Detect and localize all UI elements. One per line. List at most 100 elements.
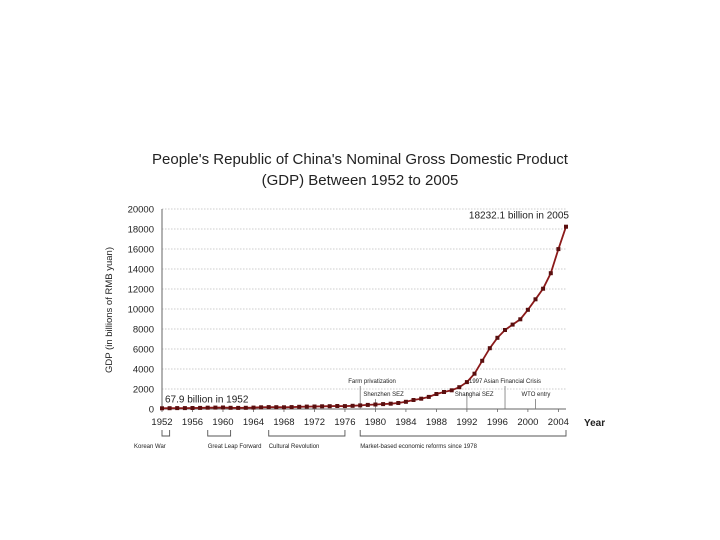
data-point <box>304 404 309 409</box>
data-point <box>236 405 241 410</box>
grid-lines <box>162 208 566 390</box>
data-point <box>213 405 218 410</box>
x-tick-label: 2004 <box>548 417 569 428</box>
y-axis-label: GDP (in billions of RMB yuan) <box>104 247 115 373</box>
data-point <box>297 404 302 409</box>
period-bracket <box>207 430 232 437</box>
annotation-start: 67.9 billion in 1952 <box>165 394 249 405</box>
y-tick-label: 6000 <box>133 345 154 356</box>
data-point <box>327 404 332 409</box>
event-label: 1997 Asian Financial Crisis <box>469 379 541 385</box>
event-label: WTO entry <box>522 392 551 398</box>
y-axis-ticks: 0 2000 4000 6000 8000 10000 12000 14000 16000 180… <box>128 205 154 416</box>
data-point <box>381 402 386 407</box>
data-point <box>411 398 416 402</box>
event-label: Shanghai SEZ <box>455 392 494 398</box>
y-tick-label: 0 <box>149 405 154 416</box>
data-point <box>221 405 225 410</box>
data-point <box>175 406 180 411</box>
data-point <box>282 405 286 410</box>
y-tick-label: 8000 <box>133 325 154 336</box>
data-point <box>388 401 393 406</box>
data-point <box>358 403 363 408</box>
data-point <box>335 404 340 408</box>
data-point <box>365 402 370 407</box>
series-layer <box>160 224 568 411</box>
data-point <box>190 406 195 410</box>
x-tick-label: 1996 <box>487 417 508 428</box>
data-point <box>342 404 347 409</box>
y-tick-label: 14000 <box>128 265 154 276</box>
data-point <box>266 405 271 410</box>
data-point <box>487 346 492 351</box>
data-point <box>495 335 500 340</box>
data-point <box>312 404 317 409</box>
data-point <box>167 406 172 411</box>
data-point <box>289 405 294 410</box>
period-label: Great Leap Forward <box>208 444 262 450</box>
chart-title-line-1: People's Republic of China's Nominal Gro… <box>152 151 568 168</box>
event-label: Shenzhen SEZ <box>363 392 404 398</box>
x-tick-label: 1972 <box>304 417 325 428</box>
data-point <box>396 401 401 405</box>
data-point <box>480 358 485 363</box>
y-tick-label: 2000 <box>133 385 154 396</box>
annotations: 67.9 billion in 1952 18232.1 billion in 2… <box>165 211 569 406</box>
data-point <box>434 392 439 396</box>
data-point <box>464 380 469 385</box>
period-bracket <box>359 430 567 437</box>
x-tick-label: 1980 <box>365 417 386 428</box>
data-point <box>259 405 264 410</box>
data-point <box>182 406 187 411</box>
data-point <box>442 390 446 394</box>
data-point <box>564 224 568 229</box>
data-point <box>251 405 256 410</box>
data-point <box>503 328 507 332</box>
x-tick-label: 1952 <box>151 417 172 428</box>
period-bracket <box>268 430 346 437</box>
y-tick-label: 12000 <box>128 285 154 296</box>
data-point <box>419 396 424 401</box>
data-point <box>403 399 408 404</box>
x-tick-label: 1992 <box>456 417 477 428</box>
data-point <box>426 394 431 399</box>
y-tick-label: 10000 <box>128 305 154 316</box>
annotation-end: 18232.1 billion in 2005 <box>469 211 570 222</box>
data-point <box>518 317 523 322</box>
event-label: Farm privatization <box>348 379 396 385</box>
data-point <box>274 405 279 410</box>
period-brackets: Korean War Great Leap Forward Cultural Rev… <box>134 430 567 450</box>
data-point <box>548 271 553 276</box>
data-point <box>320 404 325 409</box>
data-point <box>510 322 515 327</box>
x-tick-label: 2000 <box>517 417 538 428</box>
data-point <box>205 405 210 410</box>
data-point <box>541 286 546 291</box>
period-bracket <box>161 430 171 437</box>
data-point <box>373 402 378 407</box>
x-tick-label: 1960 <box>212 417 233 428</box>
chart-title-line-2: (GDP) Between 1952 to 2005 <box>261 172 459 189</box>
period-label: Market-based economic reforms since 1978 <box>360 444 477 450</box>
data-point <box>533 297 538 302</box>
x-tick-label: 1956 <box>182 417 203 428</box>
y-tick-label: 18000 <box>128 225 154 236</box>
data-point <box>160 406 164 411</box>
data-point <box>350 403 355 408</box>
data-point <box>525 307 530 312</box>
data-point <box>198 405 203 410</box>
data-point <box>449 388 454 393</box>
y-tick-label: 4000 <box>133 365 154 376</box>
data-point <box>243 405 248 410</box>
x-axis-label: Year <box>584 418 605 429</box>
x-tick-label: 1984 <box>395 417 416 428</box>
data-point <box>457 385 462 390</box>
x-tick-label: 1964 <box>243 417 264 428</box>
period-label: Korean War <box>134 444 166 450</box>
y-tick-label: 20000 <box>128 205 154 216</box>
data-point <box>556 247 561 252</box>
period-label: Cultural Revolution <box>269 444 320 450</box>
x-tick-label: 1976 <box>334 417 355 428</box>
data-point <box>228 405 233 410</box>
